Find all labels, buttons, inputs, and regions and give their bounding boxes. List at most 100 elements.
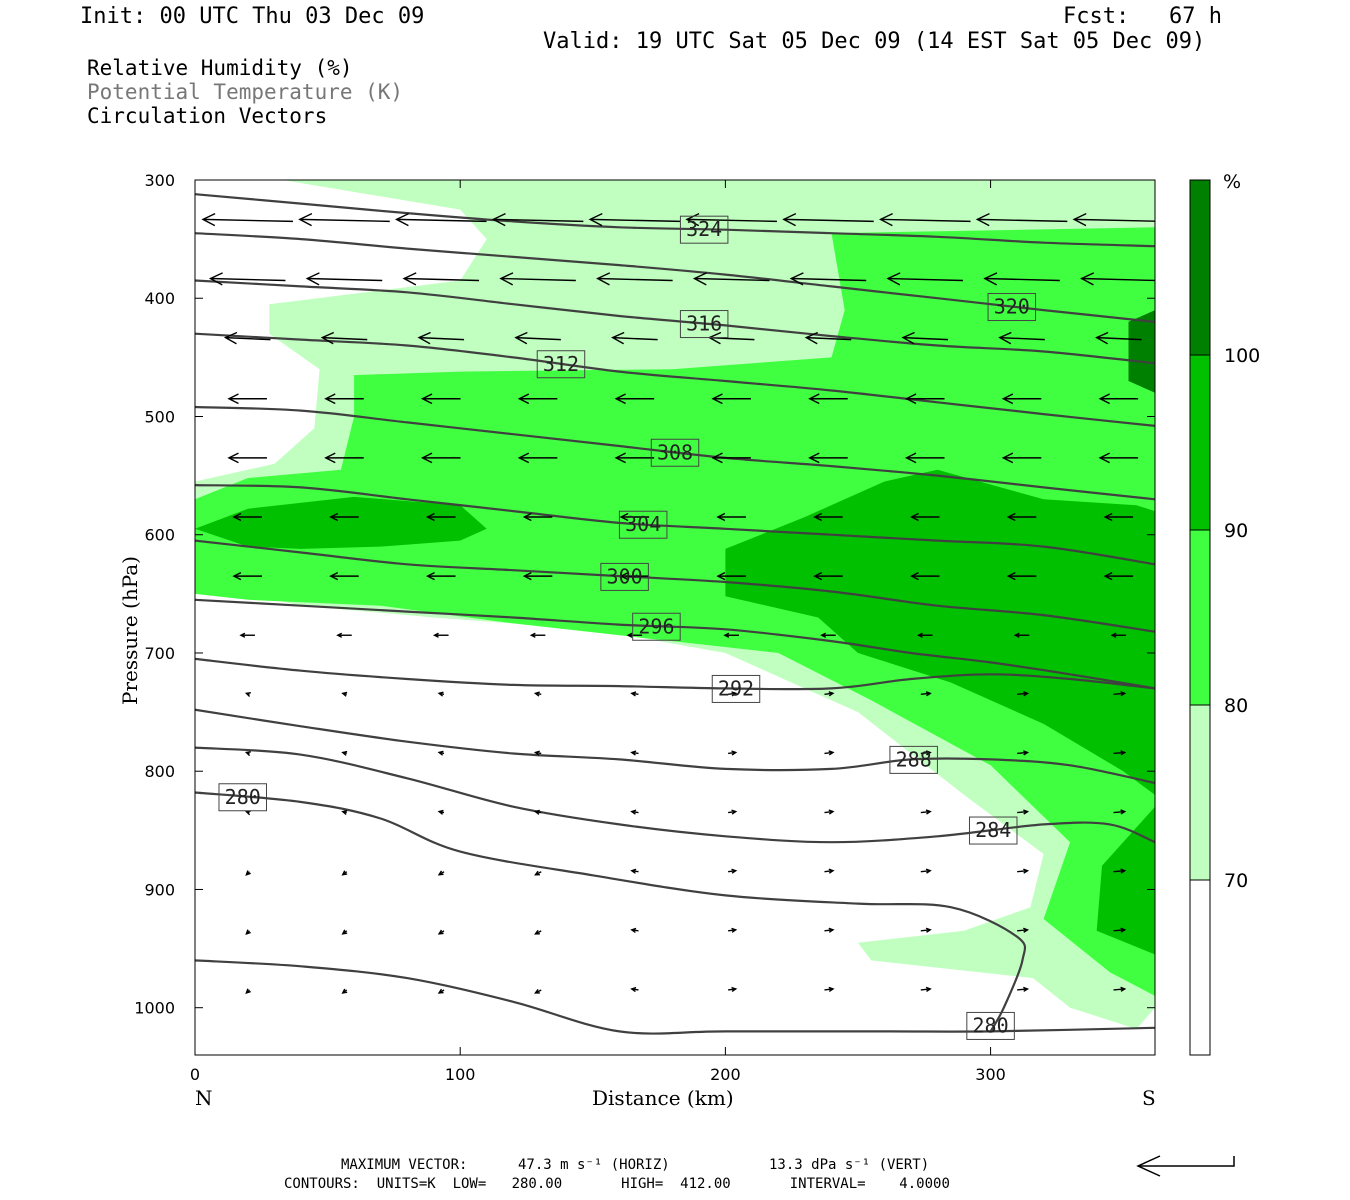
vector-arrow-head <box>244 751 251 757</box>
vector-arrow-head <box>239 632 246 638</box>
vector-arrow-head <box>685 213 700 227</box>
max-vector-horizontal: 47.3 m s⁻¹ (HORIZ) <box>518 1157 670 1173</box>
vector-arrow-head <box>329 512 339 522</box>
vector-arrow-head <box>711 393 723 405</box>
x-tick-label: 100 <box>445 1065 476 1084</box>
vector-arrow-head <box>731 691 738 697</box>
vector-arrow-head <box>909 512 919 522</box>
vector-arrow-head <box>1013 632 1020 638</box>
vector-arrow-head <box>925 986 932 992</box>
vector-arrow-head <box>341 988 348 994</box>
vector-arrow-head <box>614 452 626 464</box>
vector-arrow-head <box>534 988 540 994</box>
vector-arrow-head <box>731 927 738 933</box>
vector-arrow-head <box>522 512 532 522</box>
isentrope-280 <box>195 791 1027 1032</box>
isentrope-label-box <box>650 438 700 467</box>
vector-arrow-head <box>630 927 637 933</box>
vector-arrow <box>1113 751 1125 755</box>
vector-arrow <box>686 218 777 223</box>
axes: 300 400 500 600 700 800 900 1000 0 100 200 300 <box>134 171 1155 1084</box>
vector-arrow <box>1113 929 1125 932</box>
isentrope-label-box <box>987 293 1037 322</box>
vector-arrow <box>694 277 770 282</box>
vector-arrow-head <box>925 691 932 697</box>
forecast-hour: Fcst: 67 h <box>1063 4 1222 29</box>
vector-arrow-head <box>626 632 633 638</box>
isentrope-312 <box>195 332 1155 427</box>
isentrope-label-280: 280 <box>225 785 261 809</box>
vector-arrow <box>1096 336 1142 341</box>
vector-arrow <box>500 277 576 282</box>
vector-arrow-head <box>828 986 835 993</box>
isentrope-label-box <box>632 612 681 641</box>
vector-arrow-head <box>533 809 540 815</box>
vector-arrow-head <box>232 571 242 581</box>
vector-arrow <box>590 218 681 223</box>
vector-arrow-head <box>320 331 335 345</box>
vector-arrow <box>920 751 931 755</box>
vector-arrow-head <box>336 632 343 638</box>
vector-arrow-head <box>731 809 738 815</box>
vector-arrow-head <box>804 331 819 345</box>
vector-arrow <box>493 218 584 223</box>
vector-arrow-head <box>1103 512 1113 522</box>
vector-arrow-head <box>1001 452 1014 464</box>
vector-arrow-head <box>901 331 915 345</box>
reference-vector-icon <box>1136 1155 1235 1177</box>
vector-arrow-head <box>731 986 738 993</box>
vector-arrow-head <box>828 868 835 874</box>
isentrope-label-box <box>711 674 761 703</box>
vector-arrow-head <box>437 750 444 756</box>
isentrope-label-292: 292 <box>718 676 754 700</box>
isentropes <box>195 193 1155 1035</box>
vector-arrow <box>1017 870 1028 873</box>
vector-arrow <box>920 870 931 873</box>
vector-arrow-head <box>630 750 637 756</box>
y-tick-label: 1000 <box>134 999 175 1018</box>
max-vector-vertical: 13.3 dPa s⁻¹ (VERT) <box>769 1157 930 1173</box>
y-axis-label: Pressure (hPa) <box>118 556 142 705</box>
vector-arrow <box>307 277 383 282</box>
isentrope-292 <box>195 657 1155 691</box>
vector-arrow-head <box>1080 272 1095 286</box>
vector-arrow-head <box>533 691 540 697</box>
vector-arrow <box>515 336 561 341</box>
vector-arrow-head <box>298 213 313 227</box>
vector-arrow-head <box>223 331 238 345</box>
vector-arrow-head <box>789 272 804 286</box>
vector-arrow-head <box>925 868 932 874</box>
vector-arrow <box>888 277 964 282</box>
vector-arrow-head <box>1120 809 1127 815</box>
y-tick-label: 300 <box>144 171 175 190</box>
vector-arrow-head <box>1098 452 1110 464</box>
vector-arrow <box>920 929 931 932</box>
vector-arrow-head <box>329 571 339 581</box>
vector-arrow <box>202 218 293 223</box>
vector-arrow-head <box>1110 632 1117 638</box>
vector-arrow-head <box>731 868 738 874</box>
vector-arrow-head <box>1023 809 1030 815</box>
vector-arrow-head <box>916 632 923 638</box>
vector-arrow <box>902 336 949 341</box>
x-tick-label: 0 <box>190 1065 200 1084</box>
valid-time: Valid: 19 UTC Sat 05 Dec 09 (14 EST Sat … <box>543 29 1206 54</box>
vector-arrow-head <box>904 452 917 464</box>
vector-arrow <box>210 277 286 282</box>
vector-arrow <box>419 336 465 341</box>
vector-arrow-head <box>925 750 932 756</box>
vector-arrow <box>1017 692 1028 696</box>
vector-arrow-head <box>420 452 433 464</box>
vector-arrow-head <box>437 809 444 815</box>
x-end-label-north: N <box>195 1086 213 1110</box>
vector-arrow-head <box>227 393 239 405</box>
vector-arrow-head <box>1103 571 1113 581</box>
colorbar-level-label: 90 <box>1224 520 1248 542</box>
vector-arrow-head <box>878 213 893 227</box>
isentrope-280 <box>195 959 1155 1035</box>
vector-arrow-head <box>341 870 348 876</box>
vector-arrow-head <box>517 393 530 405</box>
x-end-label-south: S <box>1142 1086 1156 1110</box>
init-time: Init: 00 UTC Thu 03 Dec 09 <box>80 4 425 29</box>
